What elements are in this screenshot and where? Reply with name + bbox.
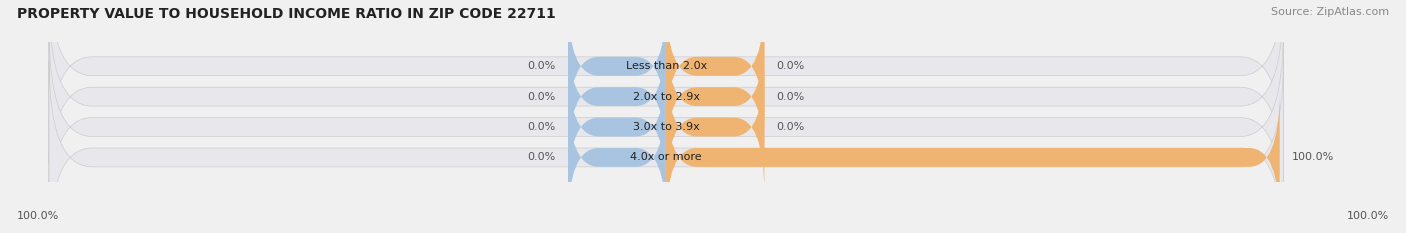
Text: 100.0%: 100.0% xyxy=(17,211,59,221)
FancyBboxPatch shape xyxy=(568,0,666,133)
Text: 2.0x to 2.9x: 2.0x to 2.9x xyxy=(633,92,700,102)
FancyBboxPatch shape xyxy=(568,30,666,163)
Text: 3.0x to 3.9x: 3.0x to 3.9x xyxy=(633,122,700,132)
Text: 0.0%: 0.0% xyxy=(527,92,555,102)
Text: 0.0%: 0.0% xyxy=(527,152,555,162)
FancyBboxPatch shape xyxy=(49,30,1284,224)
Text: 100.0%: 100.0% xyxy=(1292,152,1334,162)
Text: Less than 2.0x: Less than 2.0x xyxy=(626,61,707,71)
FancyBboxPatch shape xyxy=(568,61,666,194)
FancyBboxPatch shape xyxy=(666,91,1279,224)
Text: 4.0x or more: 4.0x or more xyxy=(630,152,702,162)
Text: 0.0%: 0.0% xyxy=(527,122,555,132)
Text: 0.0%: 0.0% xyxy=(776,122,804,132)
Text: 100.0%: 100.0% xyxy=(1347,211,1389,221)
FancyBboxPatch shape xyxy=(568,91,666,224)
Text: 0.0%: 0.0% xyxy=(776,92,804,102)
FancyBboxPatch shape xyxy=(49,0,1284,194)
Text: 0.0%: 0.0% xyxy=(776,61,804,71)
FancyBboxPatch shape xyxy=(666,30,765,163)
FancyBboxPatch shape xyxy=(666,0,765,133)
Text: PROPERTY VALUE TO HOUSEHOLD INCOME RATIO IN ZIP CODE 22711: PROPERTY VALUE TO HOUSEHOLD INCOME RATIO… xyxy=(17,7,555,21)
Text: 0.0%: 0.0% xyxy=(527,61,555,71)
Text: Source: ZipAtlas.com: Source: ZipAtlas.com xyxy=(1271,7,1389,17)
FancyBboxPatch shape xyxy=(49,0,1284,163)
FancyBboxPatch shape xyxy=(49,61,1284,233)
FancyBboxPatch shape xyxy=(666,61,765,194)
